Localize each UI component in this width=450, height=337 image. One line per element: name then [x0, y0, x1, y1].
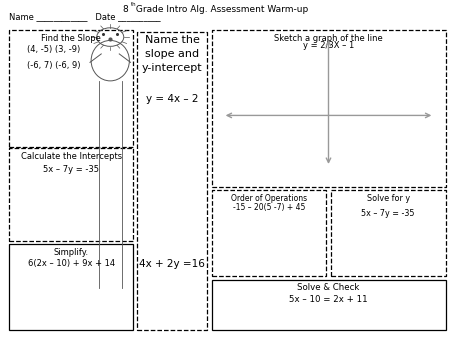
Bar — [9, 244, 133, 330]
Text: Find the Slope: Find the Slope — [41, 34, 101, 43]
Text: 8: 8 — [122, 5, 128, 14]
Text: Grade Intro Alg. Assessment Warm-up: Grade Intro Alg. Assessment Warm-up — [133, 5, 308, 14]
Text: Calculate the Intercepts: Calculate the Intercepts — [21, 152, 122, 161]
Text: y = 2/3X – 1: y = 2/3X – 1 — [303, 41, 354, 50]
Text: (4, -5) (3, -9): (4, -5) (3, -9) — [27, 45, 81, 55]
Text: -15 – 20(5 -7) + 45: -15 – 20(5 -7) + 45 — [233, 203, 305, 212]
Text: Solve for y: Solve for y — [367, 194, 410, 203]
Text: th: th — [130, 2, 136, 7]
Bar — [212, 190, 326, 276]
Text: 5x – 10 = 2x + 11: 5x – 10 = 2x + 11 — [289, 295, 368, 304]
Text: (-6, 7) (-6, 9): (-6, 7) (-6, 9) — [27, 61, 81, 70]
Text: 4x + 2y =16: 4x + 2y =16 — [139, 259, 205, 270]
Bar — [212, 280, 446, 330]
Text: Name ____________   Date __________: Name ____________ Date __________ — [9, 12, 161, 22]
Text: 5x – 7y = -35: 5x – 7y = -35 — [43, 165, 99, 174]
Bar — [137, 32, 207, 330]
Text: 5x – 7y = -35: 5x – 7y = -35 — [361, 209, 415, 218]
Text: Sketch a graph of the line: Sketch a graph of the line — [274, 34, 383, 43]
Text: y = 4x – 2: y = 4x – 2 — [146, 94, 198, 104]
Bar — [9, 30, 133, 147]
Text: Name the
slope and
y-intercept: Name the slope and y-intercept — [142, 35, 202, 73]
Text: Order of Operations: Order of Operations — [231, 194, 307, 203]
Text: 6(2x – 10) + 9x + 14: 6(2x – 10) + 9x + 14 — [27, 259, 115, 269]
Text: Simplify.: Simplify. — [54, 248, 89, 257]
Text: Solve & Check: Solve & Check — [297, 283, 360, 292]
Bar — [212, 30, 446, 187]
Bar — [9, 148, 133, 241]
Bar — [331, 190, 446, 276]
